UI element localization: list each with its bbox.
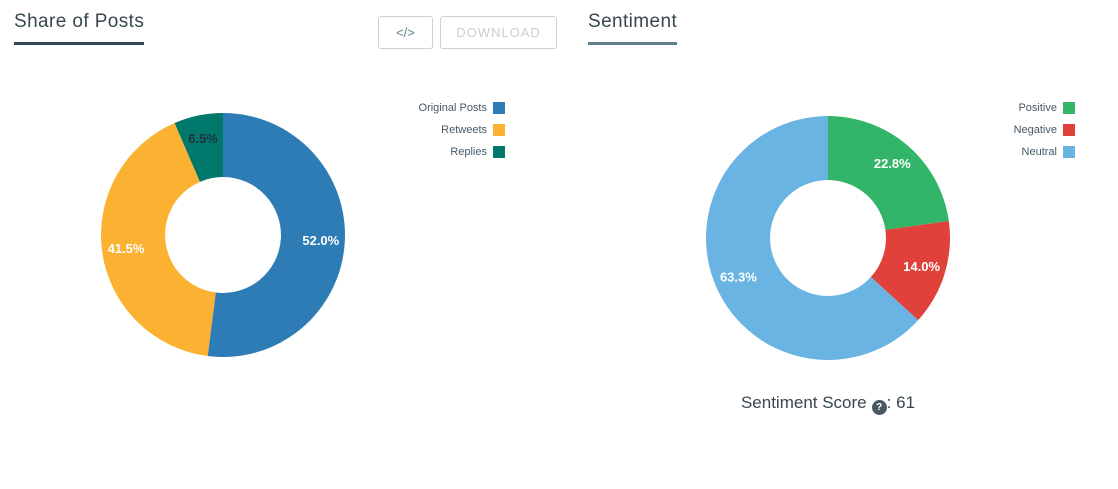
embed-code-button[interactable]: </> — [378, 16, 433, 49]
slice-label-original-posts: 52.0% — [302, 233, 339, 248]
sentiment-score-label: Sentiment Score — [740, 393, 867, 412]
legend-item-positive[interactable]: Positive — [985, 101, 1075, 114]
legend-label: Neutral — [1021, 145, 1057, 158]
download-button[interactable]: DOWNLOAD — [440, 16, 557, 49]
legend-item-original-posts[interactable]: Original Posts — [400, 101, 505, 114]
legend-swatch-replies — [493, 145, 505, 158]
legend-item-retweets[interactable]: Retweets — [400, 123, 505, 136]
slice-label-neutral: 63.3% — [720, 270, 757, 285]
legend-label: Replies — [450, 145, 487, 158]
legend-swatch-negative — [1063, 123, 1075, 136]
sentiment-title: Sentiment — [588, 11, 678, 45]
donut-slice-retweets[interactable] — [100, 123, 216, 357]
sentiment-score-value: 61 — [896, 393, 916, 412]
legend-swatch-positive — [1063, 101, 1075, 114]
slice-label-replies: 6.5% — [188, 131, 218, 146]
share-of-posts-title: Share of Posts — [14, 11, 145, 45]
slice-label-positive: 22.8% — [874, 156, 911, 171]
legend-swatch-neutral — [1063, 145, 1075, 158]
sentiment-score-separator: : — [886, 393, 892, 412]
donut-slice-replies[interactable] — [174, 113, 223, 182]
legend-label: Positive — [1018, 101, 1057, 114]
share-of-posts-legend: Original Posts Retweets Replies — [400, 101, 505, 158]
donut-slice-original-posts[interactable] — [207, 113, 345, 357]
sentiment-legend: Positive Negative Neutral — [985, 101, 1075, 158]
chart-toolbar: </> DOWNLOAD — [378, 16, 557, 49]
slice-label-retweets: 41.5% — [108, 241, 145, 256]
legend-item-negative[interactable]: Negative — [985, 123, 1075, 136]
legend-item-replies[interactable]: Replies — [400, 145, 505, 158]
legend-label: Negative — [1013, 123, 1057, 136]
legend-label: Original Posts — [418, 101, 487, 114]
legend-swatch-original-posts — [493, 101, 505, 114]
donut-slice-negative[interactable] — [870, 221, 950, 321]
help-icon[interactable]: ? — [871, 400, 887, 415]
share-of-posts-donut-chart: 52.0% 41.5% 6.5% — [100, 113, 345, 357]
sentiment-donut-chart: 22.8% 14.0% 63.3% — [706, 116, 950, 360]
legend-item-neutral[interactable]: Neutral — [985, 145, 1075, 158]
legend-label: Retweets — [441, 123, 487, 136]
slice-label-negative: 14.0% — [903, 259, 940, 274]
donut-slice-neutral[interactable] — [706, 116, 919, 360]
sentiment-score: Sentiment Score?: 61 — [706, 393, 950, 415]
donut-slice-positive[interactable] — [828, 116, 949, 230]
legend-swatch-retweets — [493, 123, 505, 136]
